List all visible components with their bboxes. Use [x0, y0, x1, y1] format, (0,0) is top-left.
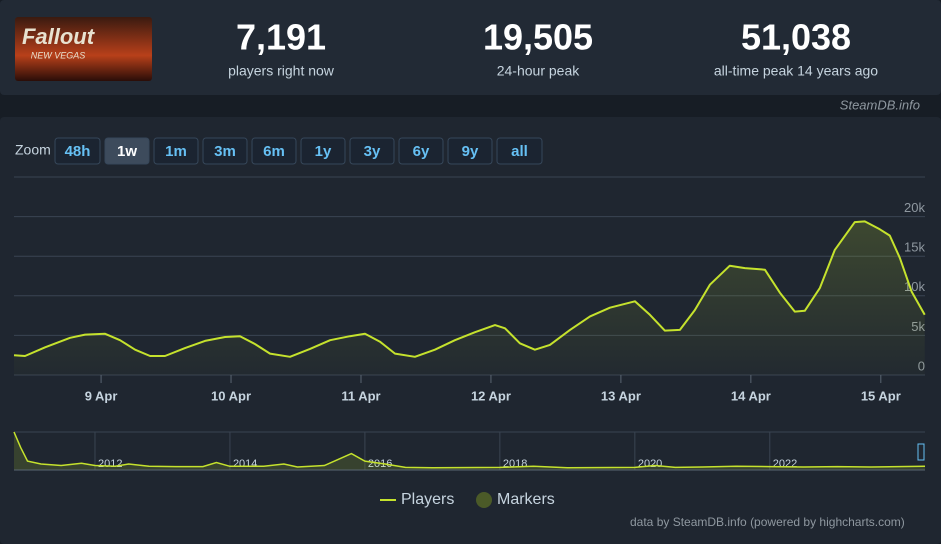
legend-label[interactable]: Markers [497, 491, 555, 508]
zoom-option[interactable]: 3y [364, 143, 381, 160]
legend-label[interactable]: Players [401, 491, 454, 508]
x-tick-label: 10 Apr [211, 388, 251, 403]
zoom-button[interactable] [300, 137, 346, 165]
source: SteamDB.info [840, 97, 920, 112]
zoom-button[interactable] [54, 137, 101, 165]
legend-marker[interactable] [476, 492, 492, 508]
x-tick-label: 14 Apr [731, 388, 771, 403]
series-line [13, 220, 926, 358]
navigator-line [13, 431, 926, 469]
x-tick-label: 13 Apr [601, 388, 641, 403]
zoom-option[interactable]: 1w [117, 143, 137, 160]
zoom-button[interactable] [153, 137, 199, 165]
game-logo [15, 17, 152, 81]
logo-subtitle: NEW VEGAS [31, 50, 86, 60]
zoom-label: Zoom [15, 142, 51, 158]
zoom-button[interactable] [202, 137, 248, 165]
zoom-option[interactable]: all [511, 143, 528, 160]
zoom-option[interactable]: 1m [165, 143, 187, 160]
navigator-tick-label: 2012 [98, 458, 122, 470]
zoom-option[interactable]: 9y [462, 143, 479, 160]
zoom-option[interactable]: 1y [315, 143, 332, 160]
zoom-option[interactable]: 6m [263, 143, 285, 160]
zoom-button[interactable] [251, 137, 297, 165]
stat-value: 7,191 [236, 17, 326, 58]
zoom-button[interactable] [447, 137, 493, 165]
zoom-button[interactable] [349, 137, 395, 165]
footer: data by SteamDB.info (powered by highcha… [630, 515, 905, 529]
stat-value: 51,038 [741, 17, 851, 58]
stat-value: 19,505 [483, 17, 593, 58]
stat-label: all-time peak 14 years ago [714, 63, 878, 79]
y-tick-label: 15k [904, 240, 925, 255]
zoom-option[interactable]: 48h [65, 143, 91, 160]
stat-label: players right now [228, 63, 335, 79]
x-tick-label: 9 Apr [85, 388, 118, 403]
stat-label: 24-hour peak [497, 63, 581, 79]
zoom-option[interactable]: 6y [413, 143, 430, 160]
logo-title: Fallout [22, 24, 96, 49]
chart-panel [0, 117, 941, 544]
zoom-button[interactable] [398, 137, 444, 165]
navigator-handle[interactable] [917, 443, 925, 461]
y-tick-label: 20k [904, 200, 925, 215]
stats-bar [0, 0, 941, 95]
zoom-button[interactable] [104, 137, 150, 165]
x-tick-label: 11 Apr [341, 388, 380, 403]
zoom-option[interactable]: 3m [214, 143, 236, 160]
area [14, 221, 925, 375]
zoom-button[interactable] [496, 137, 543, 165]
x-tick-label: 15 Apr [861, 388, 901, 403]
x-tick-label: 12 Apr [471, 388, 511, 403]
